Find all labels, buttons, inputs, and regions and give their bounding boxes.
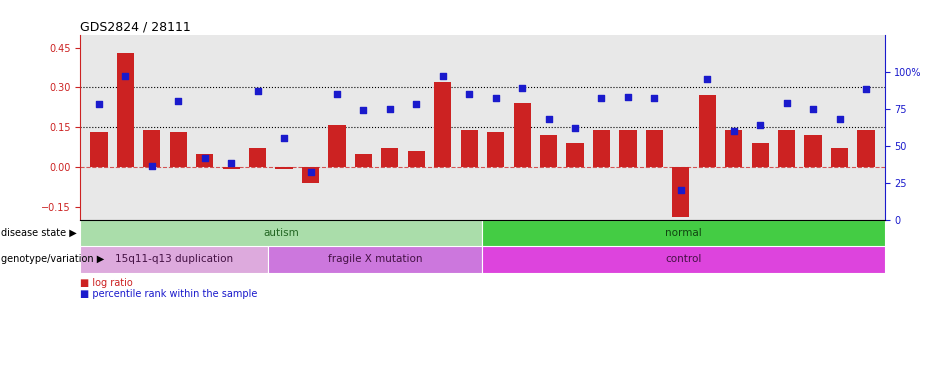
Text: genotype/variation ▶: genotype/variation ▶ <box>1 255 104 265</box>
Point <box>832 116 847 122</box>
Bar <box>408 151 425 167</box>
Bar <box>726 130 743 167</box>
Bar <box>804 135 822 167</box>
Text: ■ percentile rank within the sample: ■ percentile rank within the sample <box>80 289 257 299</box>
Bar <box>857 130 875 167</box>
Point <box>674 187 689 193</box>
Text: disease state ▶: disease state ▶ <box>1 228 77 238</box>
Bar <box>514 103 531 167</box>
Bar <box>699 95 716 167</box>
Text: GDS2824 / 28111: GDS2824 / 28111 <box>80 20 191 33</box>
Point <box>118 73 133 79</box>
Point <box>727 128 742 134</box>
Bar <box>673 167 690 217</box>
Point <box>647 95 662 101</box>
Point <box>276 135 291 141</box>
Text: normal: normal <box>665 228 702 238</box>
Point <box>568 125 583 131</box>
Point <box>303 169 318 175</box>
Bar <box>222 167 239 169</box>
Bar <box>646 130 663 167</box>
Bar <box>540 135 557 167</box>
Point <box>594 95 609 101</box>
Point <box>700 76 715 82</box>
Point <box>197 154 212 161</box>
Bar <box>355 154 372 167</box>
Bar <box>268 246 482 273</box>
Point <box>515 85 530 91</box>
Point <box>144 163 159 169</box>
Bar <box>461 130 478 167</box>
Text: ■ log ratio: ■ log ratio <box>80 278 133 288</box>
Bar <box>434 82 451 167</box>
Bar <box>620 130 637 167</box>
Point <box>382 106 397 112</box>
Bar <box>169 132 187 167</box>
Bar <box>778 130 796 167</box>
Bar <box>567 143 584 167</box>
Point <box>223 161 238 167</box>
Point <box>462 91 477 97</box>
Bar <box>80 246 268 273</box>
Point <box>621 94 636 100</box>
Bar <box>482 246 885 273</box>
Bar <box>116 53 134 167</box>
Point <box>170 98 185 104</box>
Point <box>356 107 371 113</box>
Point <box>806 106 821 112</box>
Text: control: control <box>665 255 702 265</box>
Bar <box>275 167 292 169</box>
Point <box>858 86 873 93</box>
Bar <box>196 154 214 167</box>
Point <box>435 73 450 79</box>
Text: 15q11-q13 duplication: 15q11-q13 duplication <box>115 255 234 265</box>
Point <box>329 91 344 97</box>
Point <box>250 88 265 94</box>
Bar <box>381 148 398 167</box>
Point <box>92 101 107 107</box>
Point <box>753 122 768 128</box>
Bar <box>482 220 885 246</box>
Point <box>541 116 556 122</box>
Bar <box>302 167 319 183</box>
Point <box>409 101 424 107</box>
Bar <box>90 132 108 167</box>
Point <box>780 99 795 106</box>
Bar <box>487 132 504 167</box>
Bar <box>328 124 345 167</box>
Text: fragile X mutation: fragile X mutation <box>328 255 423 265</box>
Bar <box>143 130 161 167</box>
Bar <box>249 148 266 167</box>
Text: autism: autism <box>264 228 299 238</box>
Bar <box>80 220 482 246</box>
Bar <box>751 143 769 167</box>
Point <box>488 95 503 101</box>
Bar <box>831 148 849 167</box>
Bar <box>593 130 610 167</box>
